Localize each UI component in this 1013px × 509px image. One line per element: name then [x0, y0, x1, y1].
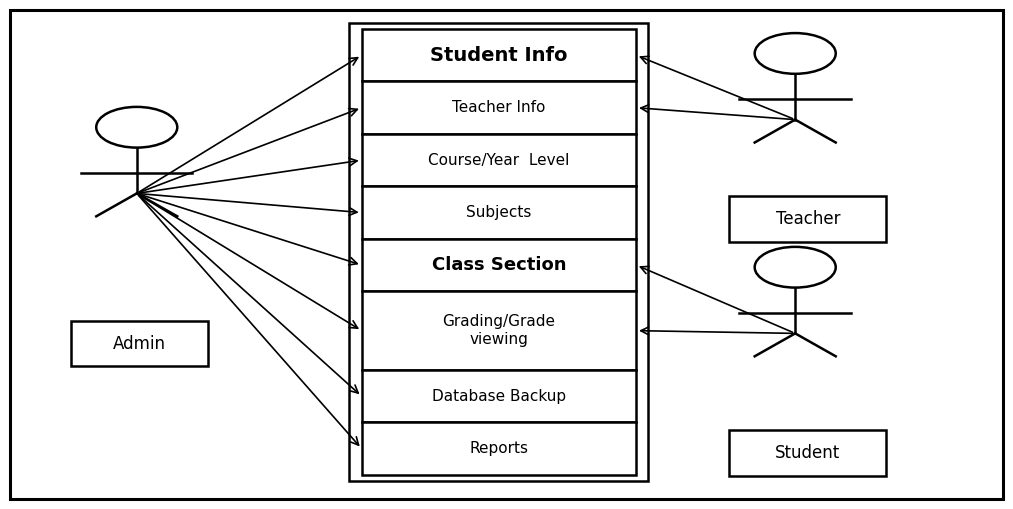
Text: Grading/Grade
viewing: Grading/Grade viewing — [443, 315, 555, 347]
Text: Teacher Info: Teacher Info — [452, 100, 546, 115]
Bar — [729, 196, 886, 242]
Bar — [349, 23, 648, 481]
Text: Reports: Reports — [469, 441, 529, 456]
Text: Class Section: Class Section — [432, 256, 566, 274]
Text: Admin: Admin — [112, 334, 166, 353]
Bar — [362, 81, 636, 134]
Text: Student Info: Student Info — [431, 46, 567, 65]
Bar — [362, 291, 636, 370]
Text: Database Backup: Database Backup — [432, 389, 566, 404]
Circle shape — [755, 247, 836, 288]
Bar — [362, 134, 636, 186]
Text: Course/Year  Level: Course/Year Level — [428, 153, 569, 167]
Bar — [71, 321, 208, 366]
Circle shape — [755, 33, 836, 74]
Text: Subjects: Subjects — [466, 205, 532, 220]
Bar — [362, 422, 636, 475]
Circle shape — [96, 107, 177, 148]
Bar — [362, 370, 636, 422]
Bar — [362, 29, 636, 81]
Text: Student: Student — [775, 444, 841, 462]
Bar — [362, 186, 636, 239]
Bar — [729, 430, 886, 476]
Bar — [362, 239, 636, 291]
Text: Teacher: Teacher — [776, 210, 840, 228]
